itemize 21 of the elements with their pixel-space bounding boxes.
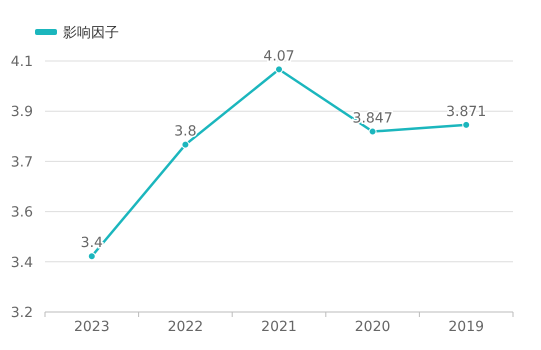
data-label: 3.8 [174,124,197,140]
x-tick-label: 2023 [74,319,110,335]
point [462,120,470,129]
data-label: 3.871 [446,104,486,120]
y-tick-label: 3.7 [10,154,33,170]
y-tick-label: 3.9 [10,104,33,120]
y-tick-label: 3.6 [10,204,34,221]
y-tick-label: 3.4 [10,254,34,271]
data-label: 3.847 [352,110,393,127]
x-tick-label: 2020 [354,319,390,335]
x-tick-label: 2021 [261,319,297,335]
y-tick-label: 4.1 [10,54,33,70]
point [275,65,283,74]
x-tick-label: 2019 [448,319,484,335]
data-label: 3.4 [80,235,104,252]
point [181,140,190,149]
y-tick-label: 3.2 [10,305,33,321]
data-label: 4.07 [263,48,295,64]
point [88,252,96,260]
x-tick-label: 2022 [168,319,204,335]
legend-label: 影响因子 [63,25,119,41]
